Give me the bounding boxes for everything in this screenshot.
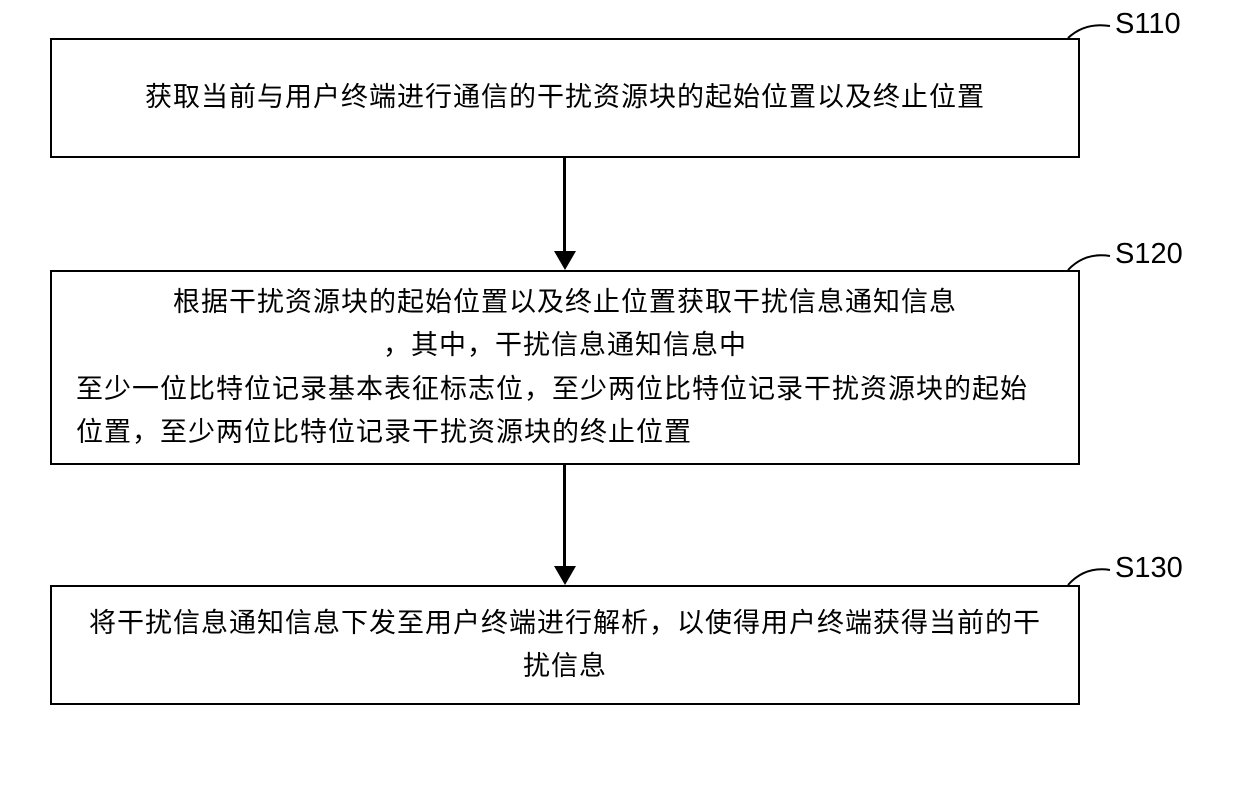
label-connector-s110 [1060,20,1120,45]
step-text-s120-line1: 根据干扰资源块的起始位置以及终止位置获取干扰信息通知信息 [76,281,1054,324]
step-text-s110: 获取当前与用户终端进行通信的干扰资源块的起始位置以及终止位置 [145,76,985,119]
step-text-s120: 根据干扰资源块的起始位置以及终止位置获取干扰信息通知信息 ，其中，干扰信息通知信… [76,281,1054,454]
arrow-s110-s120 [563,158,566,253]
step-label-s130: S130 [1115,552,1183,585]
step-box-s120: 根据干扰资源块的起始位置以及终止位置获取干扰信息通知信息 ，其中，干扰信息通知信… [50,270,1080,465]
step-box-s110: 获取当前与用户终端进行通信的干扰资源块的起始位置以及终止位置 [50,38,1080,158]
step-text-s120-line2: ，其中，干扰信息通知信息中 [76,324,1054,367]
flowchart-container: 获取当前与用户终端进行通信的干扰资源块的起始位置以及终止位置 S110 根据干扰… [0,0,1240,803]
label-connector-s130 [1060,564,1120,589]
step-box-s130: 将干扰信息通知信息下发至用户终端进行解析，以使得用户终端获得当前的干扰信息 [50,585,1080,705]
label-connector-s120 [1060,250,1120,275]
step-label-s120: S120 [1115,238,1183,271]
step-text-s130: 将干扰信息通知信息下发至用户终端进行解析，以使得用户终端获得当前的干扰信息 [76,602,1054,688]
step-text-s120-line3: 至少一位比特位记录基本表征标志位，至少两位比特位记录干扰资源块的起始位置，至少两… [76,368,1054,454]
step-label-s110: S110 [1115,8,1181,41]
arrow-head-s120-s130 [554,566,576,585]
arrow-s120-s130 [563,465,566,568]
arrow-head-s110-s120 [554,251,576,270]
